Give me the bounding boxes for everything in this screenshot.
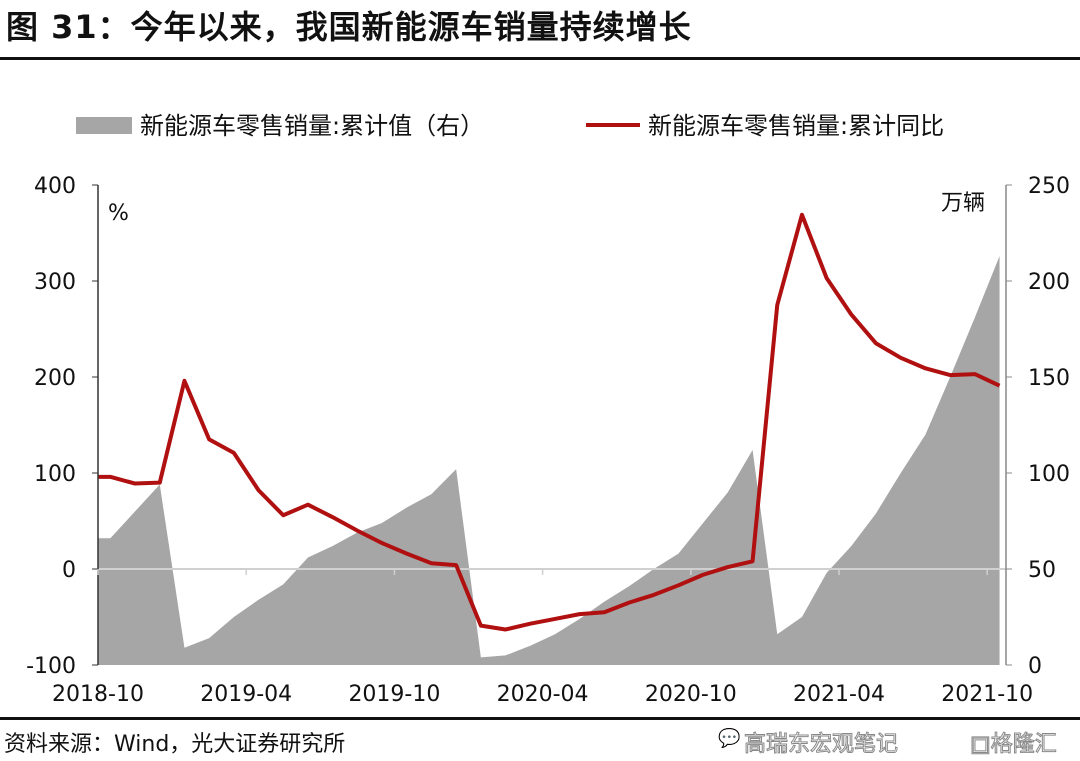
left-tick-label: 0 xyxy=(62,558,76,583)
left-tick-label: 100 xyxy=(34,462,76,487)
x-tick-label: 2021-04 xyxy=(793,682,885,707)
x-tick-label: 2020-10 xyxy=(645,682,737,707)
x-tick-label: 2020-04 xyxy=(497,682,589,707)
right-tick-label: 100 xyxy=(1028,462,1070,487)
line-series-yoy xyxy=(98,212,1001,632)
watermark-text: 高瑞东宏观笔记 xyxy=(743,732,899,758)
logo-text: 格隆汇 xyxy=(990,732,1057,758)
left-tick-label: 400 xyxy=(34,174,76,199)
legend-line-label: 新能源车零售销量:累计同比 xyxy=(648,112,944,140)
right-tick-label: 50 xyxy=(1028,558,1056,583)
logo-watermark: ▣格隆汇 xyxy=(970,732,1058,758)
source-note: 资料来源：Wind，光大证券研究所 xyxy=(4,732,346,757)
left-unit-label: % xyxy=(108,201,129,226)
x-tick-label: 2021-10 xyxy=(941,682,1033,707)
left-tick-label: 300 xyxy=(34,270,76,295)
source-rule xyxy=(0,717,1080,720)
wechat-icon: 💬 xyxy=(717,728,741,750)
right-tick-label: 250 xyxy=(1028,174,1070,199)
right-tick-label: 200 xyxy=(1028,270,1070,295)
figure-title: 图 31：今年以来，我国新能源车销量持续增长 xyxy=(6,8,692,46)
legend: 新能源车零售销量:累计值（右） 新能源车零售销量:累计同比 xyxy=(76,112,944,140)
right-tick-label: 0 xyxy=(1028,654,1042,679)
right-tick-label: 150 xyxy=(1028,366,1070,391)
legend-area-label: 新能源车零售销量:累计值（右） xyxy=(140,112,484,140)
left-tick-label: 200 xyxy=(34,366,76,391)
left-tick-label: -100 xyxy=(26,654,76,679)
x-tick-label: 2019-10 xyxy=(348,682,440,707)
x-tick-label: 2019-04 xyxy=(200,682,292,707)
legend-area-swatch xyxy=(76,117,132,134)
area-series-cumulative-sales xyxy=(98,256,1000,665)
x-tick-label: 2018-10 xyxy=(52,682,144,707)
right-unit-label: 万辆 xyxy=(941,191,985,216)
title-rule xyxy=(0,57,1080,60)
